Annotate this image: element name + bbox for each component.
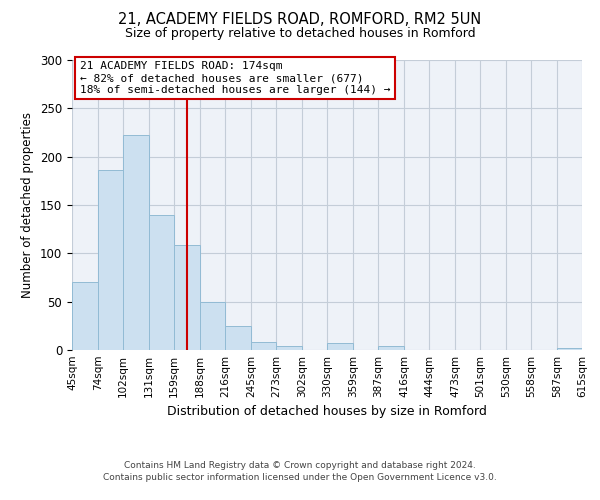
Bar [378,346,404,350]
Bar [149,214,174,350]
Text: Contains public sector information licensed under the Open Government Licence v3: Contains public sector information licen… [103,473,497,482]
Bar [225,326,251,350]
Bar [327,343,353,350]
Bar [98,170,123,350]
Bar [200,302,225,350]
X-axis label: Distribution of detached houses by size in Romford: Distribution of detached houses by size … [167,406,487,418]
Bar [557,348,582,350]
Bar [72,282,98,350]
Text: 21, ACADEMY FIELDS ROAD, ROMFORD, RM2 5UN: 21, ACADEMY FIELDS ROAD, ROMFORD, RM2 5U… [118,12,482,28]
Bar [123,136,149,350]
Bar [276,346,302,350]
Text: Contains HM Land Registry data © Crown copyright and database right 2024.: Contains HM Land Registry data © Crown c… [124,460,476,469]
Text: 21 ACADEMY FIELDS ROAD: 174sqm
← 82% of detached houses are smaller (677)
18% of: 21 ACADEMY FIELDS ROAD: 174sqm ← 82% of … [80,62,390,94]
Y-axis label: Number of detached properties: Number of detached properties [22,112,34,298]
Bar [174,244,200,350]
Bar [251,342,276,350]
Text: Size of property relative to detached houses in Romford: Size of property relative to detached ho… [125,28,475,40]
